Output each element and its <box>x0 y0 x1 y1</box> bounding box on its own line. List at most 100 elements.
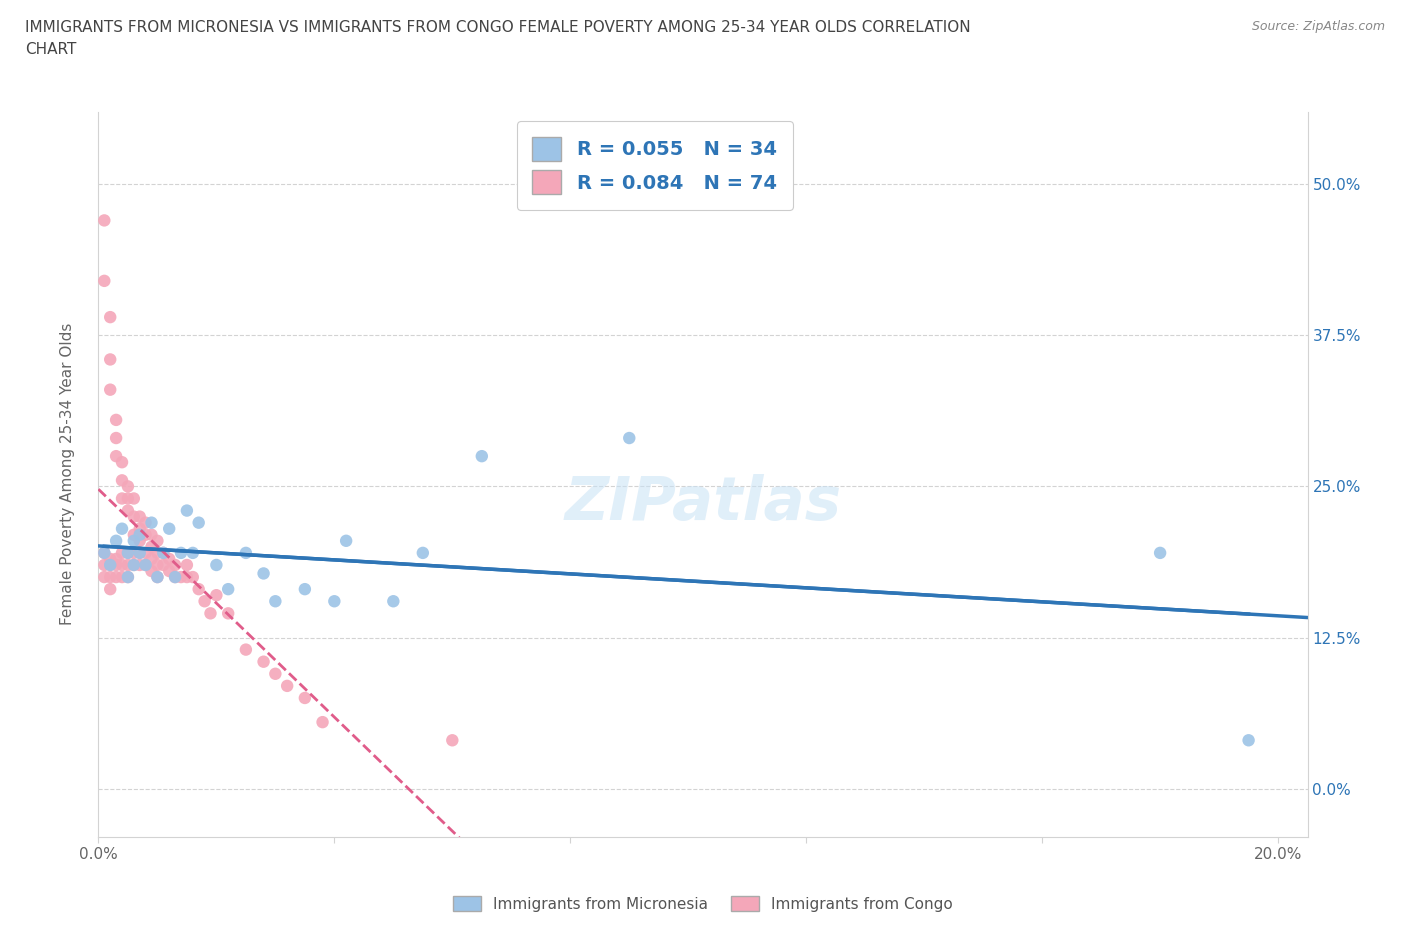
Point <box>111 473 134 488</box>
Legend: Immigrants from Micronesia, Immigrants from Congo: Immigrants from Micronesia, Immigrants f… <box>447 889 959 918</box>
Point <box>105 431 128 445</box>
Point <box>98 310 121 325</box>
Point <box>152 545 174 560</box>
Point <box>141 564 163 578</box>
Point <box>441 733 464 748</box>
Point <box>128 545 150 560</box>
Point <box>122 558 145 573</box>
Point <box>146 570 169 585</box>
Point <box>111 522 134 537</box>
Point <box>128 558 150 573</box>
Point <box>141 539 163 554</box>
Point <box>128 534 150 549</box>
Point <box>619 431 641 445</box>
Point <box>122 527 145 542</box>
Point <box>176 503 198 518</box>
Point <box>122 534 145 549</box>
Point <box>122 545 145 560</box>
Point <box>111 455 134 470</box>
Point <box>135 558 157 573</box>
Point <box>111 491 134 506</box>
Point <box>205 588 228 603</box>
Y-axis label: Female Poverty Among 25-34 Year Olds: Female Poverty Among 25-34 Year Olds <box>60 323 75 626</box>
Point <box>93 570 115 585</box>
Point <box>93 545 115 560</box>
Point <box>152 545 174 560</box>
Text: ZIPatlas: ZIPatlas <box>564 473 842 533</box>
Point <box>323 594 346 609</box>
Point <box>98 570 121 585</box>
Point <box>122 491 145 506</box>
Point <box>111 545 134 560</box>
Point <box>1149 545 1171 560</box>
Point <box>146 558 169 573</box>
Point <box>105 558 128 573</box>
Point <box>128 522 150 537</box>
Point <box>128 545 150 560</box>
Point <box>128 527 150 542</box>
Point <box>141 515 163 530</box>
Point <box>117 570 139 585</box>
Point <box>170 545 193 560</box>
Point <box>128 510 150 525</box>
Point <box>235 545 257 560</box>
Point <box>111 570 134 585</box>
Point <box>117 570 139 585</box>
Point <box>98 382 121 397</box>
Point <box>98 582 121 597</box>
Point <box>105 449 128 464</box>
Point <box>117 545 139 560</box>
Point <box>157 522 180 537</box>
Point <box>117 545 139 560</box>
Point <box>93 213 115 228</box>
Point <box>117 503 139 518</box>
Point <box>111 558 134 573</box>
Point <box>176 558 198 573</box>
Point <box>252 566 274 581</box>
Point <box>157 551 180 566</box>
Point <box>117 558 139 573</box>
Point <box>276 679 298 694</box>
Point <box>146 570 169 585</box>
Point <box>135 545 157 560</box>
Point <box>165 558 187 573</box>
Point <box>105 534 128 549</box>
Point <box>187 515 209 530</box>
Point <box>294 691 316 706</box>
Point <box>135 515 157 530</box>
Point <box>98 352 121 367</box>
Point <box>135 558 157 573</box>
Point <box>264 594 287 609</box>
Point <box>205 558 228 573</box>
Point <box>382 594 405 609</box>
Point <box>146 545 169 560</box>
Point <box>98 551 121 566</box>
Point <box>412 545 434 560</box>
Point <box>152 558 174 573</box>
Point <box>117 491 139 506</box>
Point <box>165 570 187 585</box>
Point <box>93 558 115 573</box>
Point <box>93 273 115 288</box>
Point <box>187 582 209 597</box>
Text: Source: ZipAtlas.com: Source: ZipAtlas.com <box>1251 20 1385 33</box>
Point <box>471 449 494 464</box>
Point <box>93 545 115 560</box>
Point <box>122 558 145 573</box>
Point <box>170 570 193 585</box>
Point <box>311 715 333 730</box>
Point <box>141 527 163 542</box>
Point <box>165 570 187 585</box>
Point <box>105 551 128 566</box>
Legend: R = 0.055   N = 34, R = 0.084   N = 74: R = 0.055 N = 34, R = 0.084 N = 74 <box>517 121 793 209</box>
Point <box>105 413 128 428</box>
Text: IMMIGRANTS FROM MICRONESIA VS IMMIGRANTS FROM CONGO FEMALE POVERTY AMONG 25-34 Y: IMMIGRANTS FROM MICRONESIA VS IMMIGRANTS… <box>25 20 972 35</box>
Point <box>98 558 121 573</box>
Point <box>294 582 316 597</box>
Point <box>335 534 357 549</box>
Point <box>135 527 157 542</box>
Point <box>181 545 204 560</box>
Point <box>217 582 239 597</box>
Point <box>194 594 217 609</box>
Point <box>181 570 204 585</box>
